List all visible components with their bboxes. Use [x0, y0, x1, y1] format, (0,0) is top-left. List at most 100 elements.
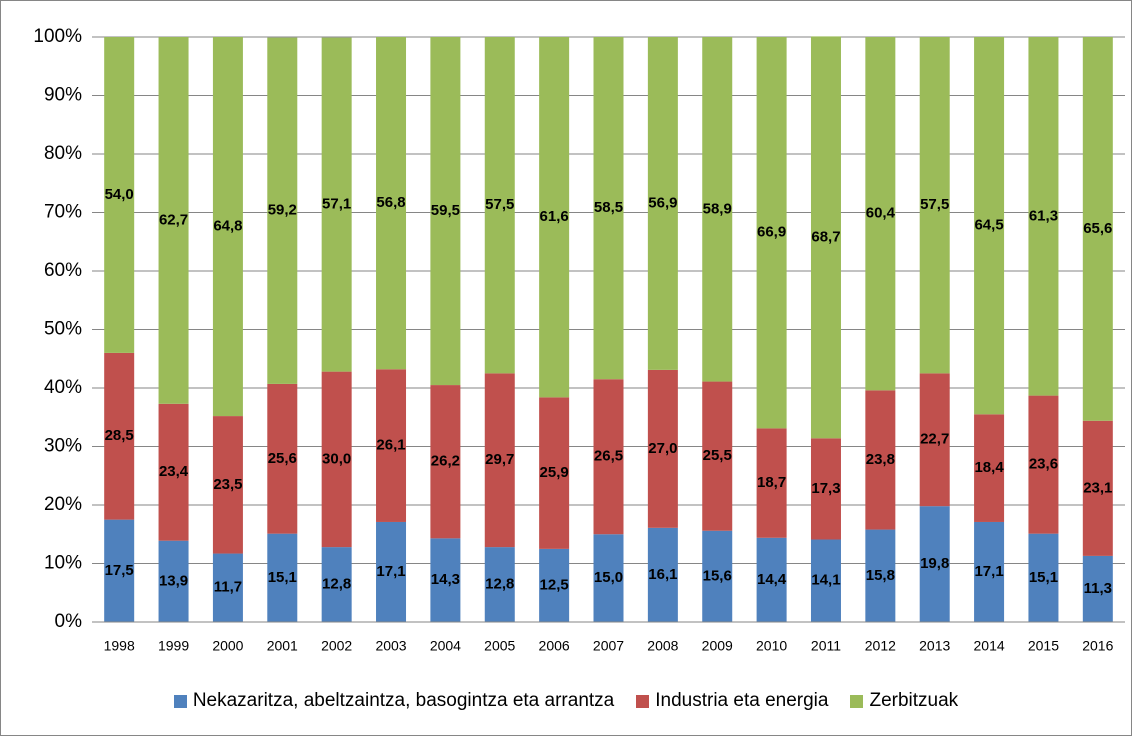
- data-label: 14,3: [431, 571, 460, 588]
- legend-item: Industria eta energia: [636, 690, 828, 712]
- data-label: 28,5: [105, 427, 134, 444]
- y-tick-label: 50%: [44, 319, 82, 340]
- bar-segment: [104, 519, 135, 622]
- bar-segment: [267, 37, 298, 384]
- data-label: 17,1: [974, 563, 1003, 580]
- bar-segment: [647, 369, 678, 528]
- bar-segment: [430, 538, 461, 622]
- bar-segment: [593, 534, 624, 622]
- data-label: 23,1: [1083, 479, 1112, 496]
- x-tick-label: 2002: [321, 638, 352, 654]
- bar-segment: [702, 381, 733, 531]
- x-tick-label: 2004: [430, 638, 461, 654]
- y-tick-label: 100%: [33, 26, 82, 47]
- data-label: 11,3: [1084, 580, 1112, 597]
- x-tick-label: 2001: [267, 638, 298, 654]
- data-label: 16,1: [648, 566, 677, 583]
- data-label: 25,6: [268, 450, 297, 467]
- bar-segment: [919, 373, 950, 507]
- x-tick-label: 2008: [647, 638, 678, 654]
- bar-segment: [158, 403, 189, 541]
- bar-segment: [756, 537, 787, 622]
- bar-segment: [376, 369, 407, 522]
- data-label: 14,4: [757, 571, 787, 588]
- x-tick-label: 2014: [974, 638, 1005, 654]
- data-label: 18,4: [974, 459, 1004, 476]
- data-label: 18,7: [757, 474, 786, 491]
- bar-segment: [974, 414, 1005, 522]
- bar-segment: [376, 521, 407, 622]
- legend-label: Nekazaritza, abeltzaintza, basogintza et…: [192, 690, 615, 711]
- data-label: 12,8: [485, 576, 514, 593]
- bar-segment: [1082, 37, 1113, 421]
- data-label: 60,4: [866, 205, 896, 222]
- bar-segment: [321, 37, 352, 372]
- data-label: 59,2: [268, 202, 297, 219]
- bar-segment: [321, 371, 352, 548]
- data-label: 23,8: [866, 451, 895, 468]
- data-label: 59,5: [431, 202, 460, 219]
- data-label: 23,6: [1029, 456, 1058, 473]
- data-label: 19,8: [920, 555, 949, 572]
- bar-segment: [484, 373, 515, 548]
- data-label: 15,6: [703, 567, 732, 584]
- data-label: 66,9: [757, 224, 786, 241]
- data-label: 25,5: [703, 447, 732, 464]
- bar-segment: [919, 506, 950, 622]
- y-tick-label: 30%: [44, 436, 82, 457]
- x-tick-label: 2000: [212, 638, 243, 654]
- data-label: 14,1: [811, 572, 840, 589]
- bar-segment: [865, 529, 896, 622]
- bar-segment: [810, 36, 841, 439]
- bar-segment: [376, 37, 407, 370]
- data-label: 64,5: [974, 217, 1003, 234]
- bar-segment: [919, 37, 950, 374]
- bar-segment: [212, 416, 243, 554]
- y-tick-label: 80%: [44, 143, 82, 164]
- bar-segment: [756, 428, 787, 538]
- data-label: 17,5: [105, 562, 134, 579]
- bar-segment: [756, 37, 787, 429]
- y-tick-label: 0%: [55, 611, 83, 632]
- data-label: 65,6: [1083, 220, 1112, 237]
- legend: Nekazaritza, abeltzaintza, basogintza et…: [0, 690, 1132, 712]
- legend-item: Nekazaritza, abeltzaintza, basogintza et…: [173, 690, 615, 712]
- data-label: 30,0: [322, 450, 351, 467]
- data-label: 62,7: [159, 211, 188, 228]
- bar-segment: [212, 37, 243, 417]
- data-label: 15,8: [866, 567, 895, 584]
- bar-segment: [810, 438, 841, 540]
- bar-segment: [1082, 420, 1113, 556]
- legend-swatch: [173, 694, 187, 708]
- bar-segment: [647, 37, 678, 370]
- data-label: 54,0: [105, 186, 134, 203]
- bar-segment: [593, 379, 624, 535]
- data-label: 12,5: [540, 576, 569, 593]
- data-label: 15,1: [1029, 569, 1058, 586]
- data-label: 29,7: [485, 451, 514, 468]
- bar-segment: [593, 37, 624, 380]
- data-label: 56,9: [648, 194, 677, 211]
- x-tick-label: 2013: [919, 638, 950, 654]
- y-tick-label: 20%: [44, 494, 82, 515]
- bar-segment: [484, 547, 515, 622]
- x-tick-label: 2005: [484, 638, 515, 654]
- data-label: 56,8: [376, 194, 405, 211]
- data-label: 22,7: [920, 431, 949, 448]
- data-label: 61,3: [1029, 207, 1058, 224]
- y-tick-label: 60%: [44, 260, 82, 281]
- data-label: 15,0: [594, 569, 623, 586]
- data-label: 27,0: [648, 440, 677, 457]
- data-label: 25,9: [540, 464, 569, 481]
- bar-segment: [430, 385, 461, 539]
- data-label: 17,1: [376, 563, 405, 580]
- data-label: 68,7: [811, 228, 840, 245]
- data-label: 26,2: [431, 453, 460, 470]
- bar-segment: [104, 37, 135, 353]
- data-label: 11,7: [214, 579, 242, 596]
- bar-segment: [212, 553, 243, 622]
- bar-segment: [865, 390, 896, 530]
- bar-segment: [321, 547, 352, 622]
